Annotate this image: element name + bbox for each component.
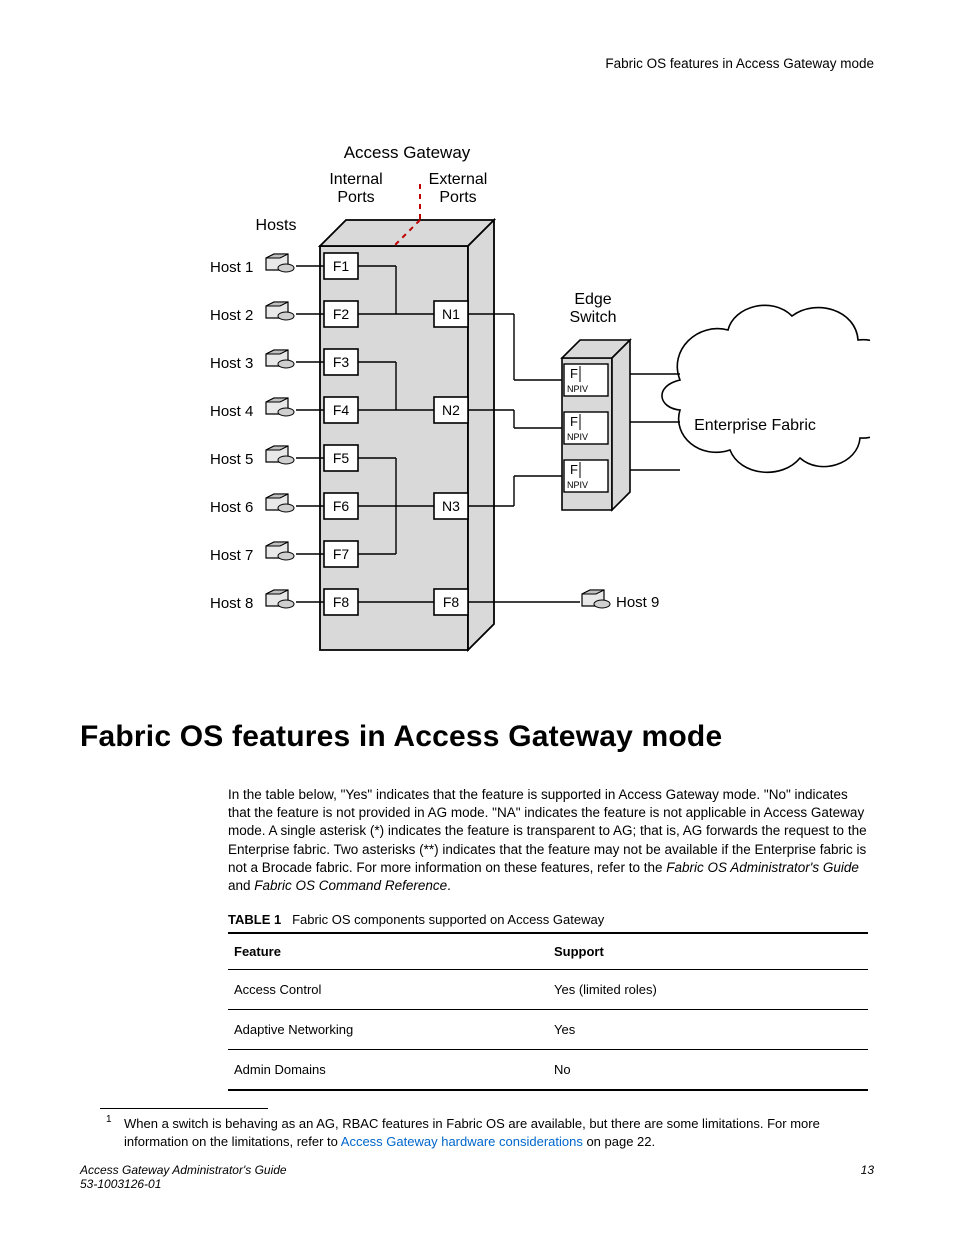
section-heading: Fabric OS features in Access Gateway mod… [80,720,722,754]
svg-text:F8: F8 [333,594,350,610]
svg-text:Host 5: Host 5 [210,451,253,468]
table-row: Admin DomainsNo [228,1050,868,1091]
svg-text:Hosts: Hosts [256,217,297,234]
svg-text:F1: F1 [333,258,350,274]
footnote-area: 1 When a switch is behaving as an AG, RB… [100,1108,870,1150]
svg-text:NPIV: NPIV [567,384,588,394]
svg-text:F2: F2 [333,306,350,322]
table-cell: Yes (limited roles) [548,970,868,1010]
table-caption-label: TABLE 1 [228,912,281,927]
svg-text:Edge: Edge [574,291,611,308]
svg-text:Host 2: Host 2 [210,307,253,324]
svg-text:Host 3: Host 3 [210,355,253,372]
svg-text:Access Gateway: Access Gateway [344,143,471,162]
svg-text:Host 9: Host 9 [616,594,659,611]
footer-docnum: 53-1003126-01 [80,1177,874,1191]
svg-text:F: F [570,414,578,429]
feature-table: FeatureSupport Access ControlYes (limite… [228,932,868,1091]
svg-text:N2: N2 [442,402,460,418]
body-em2: Fabric OS Command Reference [254,878,447,893]
svg-text:N1: N1 [442,306,460,322]
svg-text:Host 7: Host 7 [210,547,253,564]
table-cell: No [548,1050,868,1091]
svg-text:Host 8: Host 8 [210,595,253,612]
svg-text:Host 4: Host 4 [210,403,253,420]
svg-text:External: External [429,171,488,188]
access-gateway-diagram: Access GatewayInternalPortsExternalPorts… [210,140,870,670]
svg-text:Switch: Switch [569,309,616,326]
svg-text:F: F [570,462,578,477]
svg-text:F: F [570,366,578,381]
table-cell: Access Control [228,970,548,1010]
svg-text:N3: N3 [442,498,460,514]
svg-text:Internal: Internal [329,171,382,188]
page-footer: Access Gateway Administrator's Guide 53-… [80,1163,874,1191]
svg-text:F8: F8 [443,594,460,610]
svg-text:F3: F3 [333,354,350,370]
footnote-post: on page 22. [583,1134,655,1149]
svg-text:NPIV: NPIV [567,432,588,442]
table-row: Adaptive NetworkingYes [228,1010,868,1050]
svg-text:Ports: Ports [439,189,476,206]
table-header-cell: Support [548,933,868,970]
table-cell: Admin Domains [228,1050,548,1091]
body-em1: Fabric OS Administrator's Guide [666,860,859,875]
section-body: In the table below, "Yes" indicates that… [228,786,868,895]
table-cell: Yes [548,1010,868,1050]
footer-page-number: 13 [861,1163,874,1177]
svg-text:F5: F5 [333,450,350,466]
svg-text:Ports: Ports [337,189,374,206]
table-caption: TABLE 1 Fabric OS components supported o… [228,912,868,927]
svg-text:Enterprise Fabric: Enterprise Fabric [694,417,816,434]
body-text-mid: and [228,878,254,893]
table-cell: Adaptive Networking [228,1010,548,1050]
table-caption-text: Fabric OS components supported on Access… [292,912,604,927]
table-header-cell: Feature [228,933,548,970]
table-row: Access ControlYes (limited roles) [228,970,868,1010]
footer-title: Access Gateway Administrator's Guide [80,1163,874,1177]
body-text-post: . [447,878,451,893]
svg-text:Host 1: Host 1 [210,259,253,276]
feature-table-block: TABLE 1 Fabric OS components supported o… [228,912,868,1091]
svg-text:NPIV: NPIV [567,480,588,490]
svg-text:F7: F7 [333,546,350,562]
svg-text:F6: F6 [333,498,350,514]
document-page: Fabric OS features in Access Gateway mod… [0,0,954,1235]
svg-text:F4: F4 [333,402,350,418]
footnote-marker: 1 [106,1113,112,1127]
footnote: 1 When a switch is behaving as an AG, RB… [100,1115,870,1150]
footnote-rule [100,1108,268,1109]
footnote-link[interactable]: Access Gateway hardware considerations [341,1134,583,1149]
svg-text:Host 6: Host 6 [210,499,253,516]
running-header: Fabric OS features in Access Gateway mod… [605,56,874,71]
